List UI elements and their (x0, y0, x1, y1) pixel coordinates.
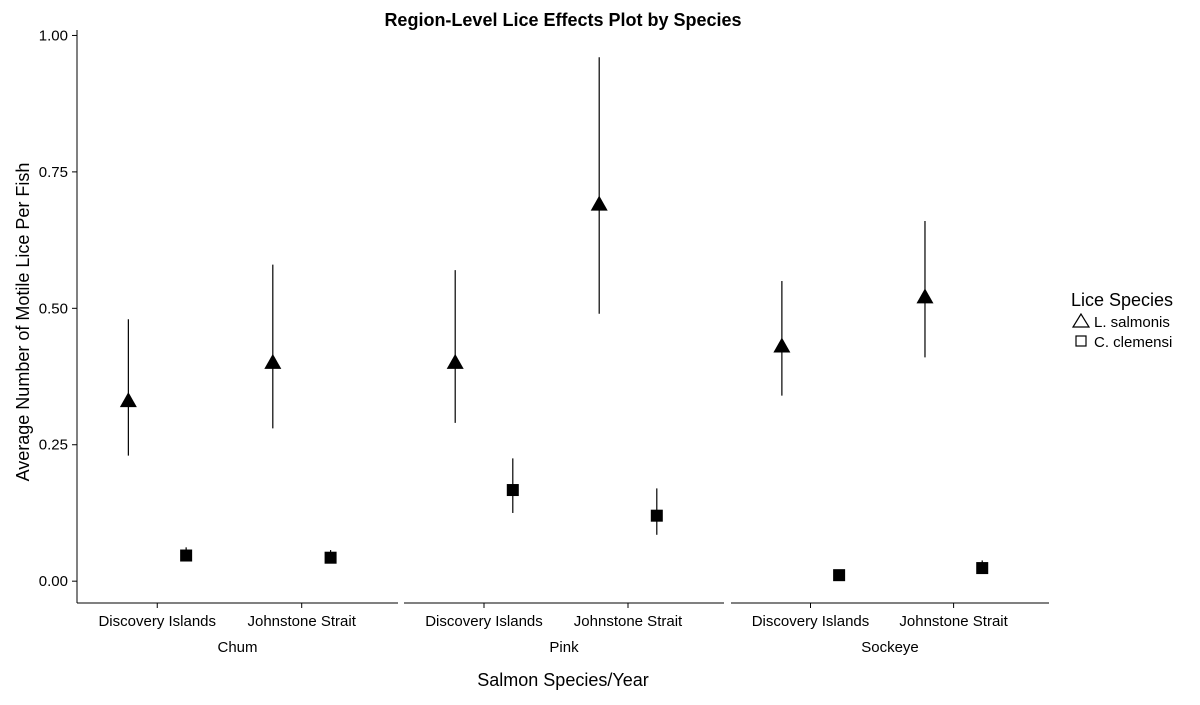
chart-title: Region-Level Lice Effects Plot by Specie… (384, 10, 741, 30)
y-tick-label: 0.75 (39, 164, 68, 181)
x-tick-label: Johnstone Strait (247, 613, 356, 630)
x-tick-label: Johnstone Strait (574, 613, 683, 630)
x-tick-label: Discovery Islands (425, 613, 543, 630)
triangle-point (446, 353, 464, 369)
facet-label: Chum (217, 639, 257, 656)
facet-label: Sockeye (861, 639, 919, 656)
axes: 0.00 0.25 0.50 0.75 1.00 Discovery Islands Joh… (39, 27, 1049, 656)
y-tick-label: 0.00 (39, 573, 68, 590)
square-point (324, 551, 337, 564)
x-axis-title: Salmon Species/Year (477, 670, 648, 690)
x-tick-label: Discovery Islands (98, 613, 216, 630)
triangle-point (590, 195, 608, 211)
legend-items: L. salmonis C. clemensi (1071, 312, 1172, 351)
y-tick-label: 1.00 (39, 27, 68, 44)
triangle-point (916, 288, 934, 304)
legend-label: L. salmonis (1094, 314, 1170, 331)
triangle-point (264, 353, 282, 369)
legend: Lice Species L. salmonis C. clemensi (1071, 290, 1173, 351)
facet-label: Pink (549, 639, 579, 656)
square-point (833, 569, 846, 582)
legend-title: Lice Species (1071, 290, 1173, 310)
legend-square-icon (1075, 335, 1087, 347)
y-axis-title: Average Number of Motile Lice Per Fish (13, 163, 33, 482)
square-point (180, 549, 193, 562)
triangle-point (773, 337, 791, 353)
legend-triangle-icon (1071, 312, 1091, 328)
triangle-point (119, 392, 137, 408)
y-tick-label: 0.50 (39, 300, 68, 317)
x-tick-label: Discovery Islands (752, 613, 870, 630)
square-point (976, 562, 989, 575)
data-marks (119, 57, 989, 582)
legend-label: C. clemensi (1094, 334, 1172, 351)
square-point (650, 509, 663, 522)
x-tick-label: Johnstone Strait (899, 613, 1008, 630)
square-point (506, 484, 519, 497)
y-tick-label: 0.25 (39, 437, 68, 454)
